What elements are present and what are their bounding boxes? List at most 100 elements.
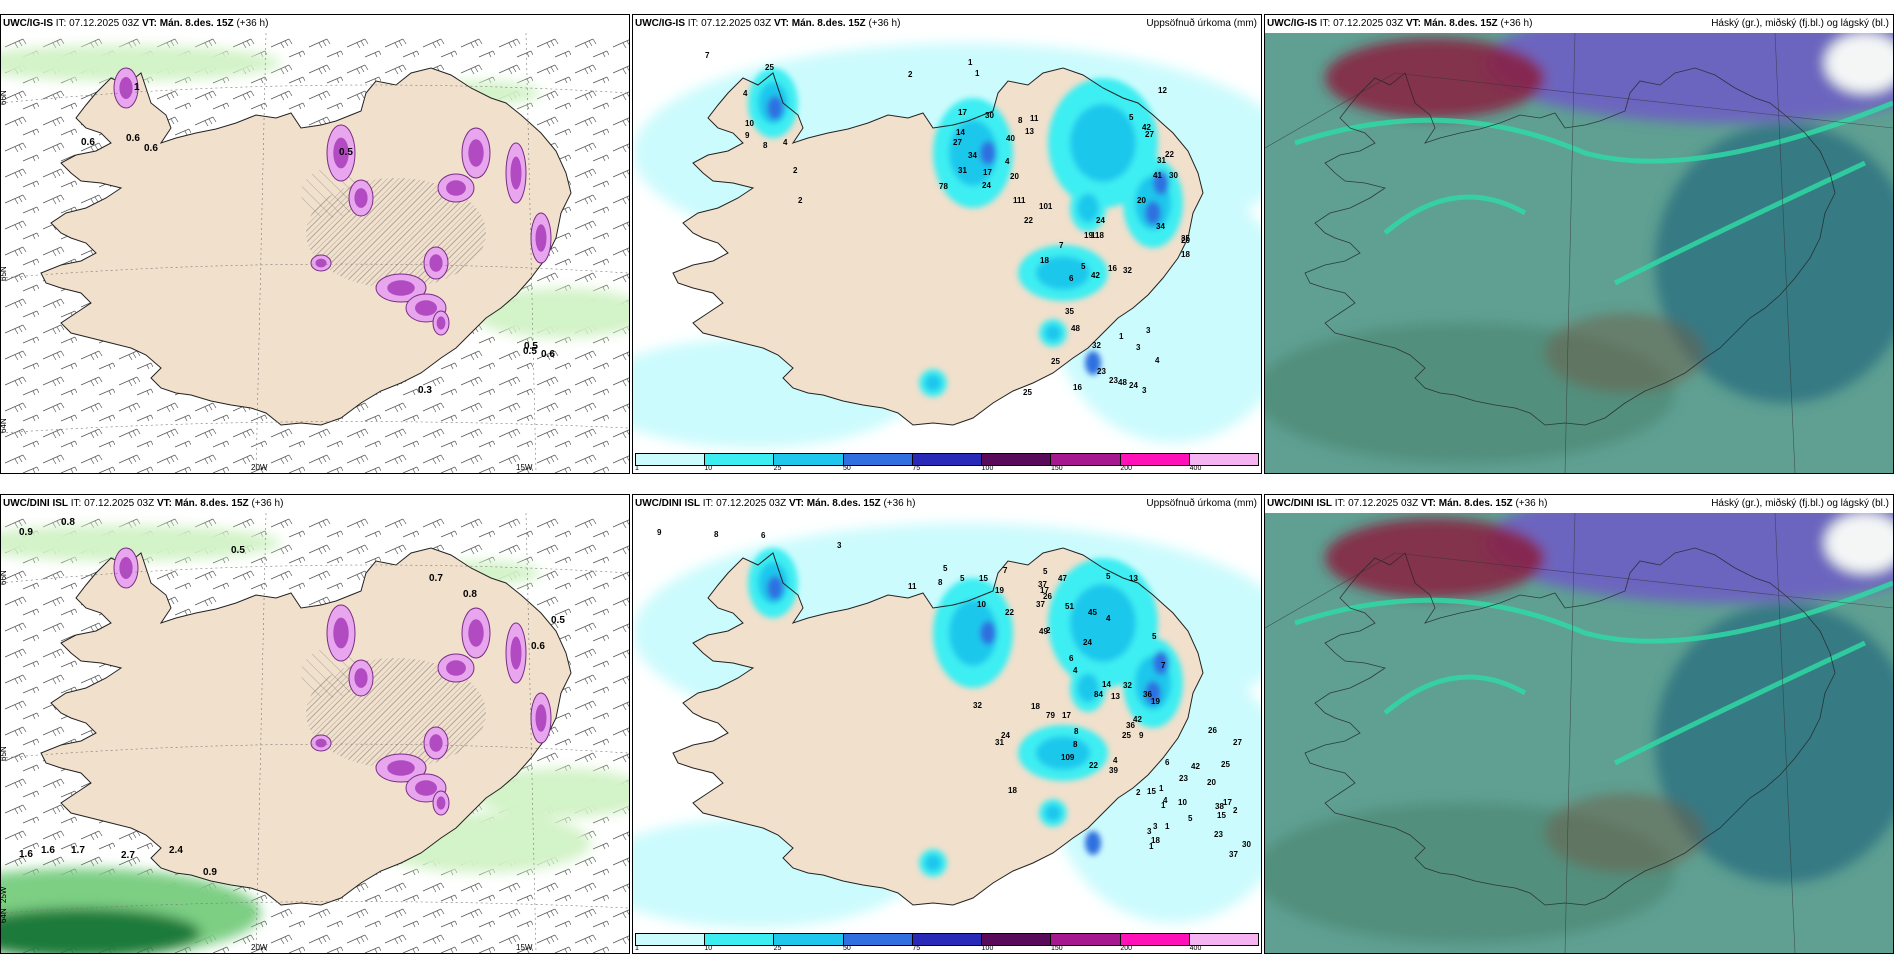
precip-value: 3 bbox=[1147, 827, 1152, 836]
precip-value: 31 bbox=[995, 738, 1004, 747]
precip-value: 24 bbox=[1096, 216, 1105, 225]
precip-value: 1 bbox=[1119, 332, 1124, 341]
value-label: 0.3 bbox=[418, 385, 432, 396]
precip-value: 35 bbox=[1181, 234, 1190, 243]
hatched-area bbox=[301, 648, 361, 698]
colorbar-tick: 75 bbox=[912, 945, 921, 952]
precip-value: 32 bbox=[1092, 341, 1101, 350]
precip-value: 37 bbox=[1036, 600, 1045, 609]
colorbar-swatch bbox=[1189, 454, 1258, 465]
precip-value: 30 bbox=[1169, 171, 1178, 180]
model-source: UWC/DINI ISL bbox=[3, 498, 68, 509]
value-label: 1.6 bbox=[19, 849, 33, 860]
precip-value: 2 bbox=[908, 70, 913, 79]
colorbar-swatch bbox=[1051, 454, 1121, 465]
precip-value: 118 bbox=[1091, 231, 1104, 240]
precip-value: 18 bbox=[1151, 836, 1160, 845]
panel-header: UWC/DINI ISL IT: 07.12.2025 03Z VT: Mán.… bbox=[1265, 495, 1893, 513]
precip-value: 5 bbox=[1129, 113, 1134, 122]
field-title: Háský (gr.), miðský (fj.bl.) og lágský (… bbox=[1711, 18, 1889, 29]
precip-colorbar: 1 10 25 50 75 100 150 200 400 bbox=[635, 933, 1259, 952]
field-title: Háský (gr.), miðský (fj.bl.) og lágský (… bbox=[1711, 498, 1889, 509]
precip-value: 25 bbox=[765, 63, 774, 72]
precip-value: 30 bbox=[1242, 840, 1251, 849]
precip-value: 17 bbox=[983, 168, 992, 177]
valid-time: Mán. 8.des. 15Z bbox=[791, 18, 866, 29]
valid-time-label: VT: bbox=[773, 18, 789, 29]
lead-time: (+36 h) bbox=[236, 18, 269, 29]
colorbar-ticks: 1 10 25 50 75 100 150 200 400 bbox=[635, 465, 1259, 473]
init-time-label: IT: bbox=[1334, 498, 1346, 509]
precip-value: 2 bbox=[798, 196, 803, 205]
colorbar-tick: 50 bbox=[843, 465, 851, 472]
cloud-layers bbox=[1265, 495, 1893, 943]
graticule bbox=[1, 32, 629, 473]
precip-value: 47 bbox=[1058, 574, 1067, 583]
coastline bbox=[1304, 67, 1836, 426]
precip-value: 31 bbox=[1157, 156, 1166, 165]
precip-value: 18 bbox=[1181, 250, 1190, 259]
init-time: 07.12.2025 03Z bbox=[1348, 498, 1419, 509]
init-time: 07.12.2025 03Z bbox=[1333, 18, 1404, 29]
graticule bbox=[1265, 32, 1893, 473]
precip-value: 3 bbox=[1136, 343, 1141, 352]
graticule bbox=[1265, 512, 1893, 953]
cloud-fronts bbox=[1294, 100, 1893, 286]
init-time: 07.12.2025 03Z bbox=[69, 18, 140, 29]
precip-value: 3 bbox=[837, 541, 842, 550]
precip-value: 23 bbox=[1109, 376, 1118, 385]
valid-time: Mán. 8.des. 15Z bbox=[1423, 18, 1498, 29]
map-area: 9 8 6 3 5 7 5 8 5 15 19 11 47 37 5 13 10 17 22 26 51 45 4 49 37 2… bbox=[633, 513, 1261, 953]
axis-label: 64N bbox=[1, 908, 8, 923]
precip-value: 7 bbox=[705, 51, 710, 60]
precip-value: 45 bbox=[1088, 608, 1097, 617]
precip-value: 4 bbox=[1005, 157, 1010, 166]
precip-value: 5 bbox=[943, 564, 948, 573]
precip-value: 2 bbox=[793, 166, 798, 175]
value-label: 0.5 bbox=[551, 615, 565, 626]
precip-value: 22 bbox=[1024, 216, 1033, 225]
precip-value: 27 bbox=[1145, 130, 1154, 139]
init-time: 07.12.2025 03Z bbox=[701, 18, 772, 29]
precip-value: 23 bbox=[1214, 830, 1223, 839]
axis-label: 25W bbox=[1, 886, 8, 903]
precip-value: 23 bbox=[1097, 367, 1106, 376]
precip-value: 31 bbox=[958, 166, 967, 175]
value-label: 0.6 bbox=[144, 143, 158, 154]
precip-value: 10 bbox=[745, 119, 754, 128]
init-time: 07.12.2025 03Z bbox=[716, 498, 787, 509]
precip-value: 4 bbox=[783, 138, 788, 147]
precip-value: 37 bbox=[1229, 850, 1238, 859]
precip-value: 15 bbox=[1217, 811, 1226, 820]
cloud-fronts bbox=[1294, 580, 1893, 766]
precip-value: 4 bbox=[1155, 356, 1160, 365]
lead-time: (+36 h) bbox=[251, 498, 284, 509]
precip-value: 3 bbox=[1146, 326, 1151, 335]
precip-value: 26 bbox=[1208, 726, 1217, 735]
colorbar-swatch bbox=[843, 934, 913, 945]
precip-value: 1 bbox=[975, 69, 980, 78]
precip-value: 1 bbox=[1165, 822, 1170, 831]
precip-value: 5 bbox=[1106, 572, 1111, 581]
precip-value: 9 bbox=[745, 131, 750, 140]
precip-value: 38 bbox=[1215, 802, 1224, 811]
precip-value: 6 bbox=[1069, 654, 1074, 663]
precip-value: 20 bbox=[1181, 236, 1190, 245]
valid-time-label: VT: bbox=[1420, 498, 1436, 509]
precip-value: 48 bbox=[1118, 378, 1127, 387]
precip-value: 14 bbox=[956, 128, 965, 137]
map-panel: UWC/DINI ISL IT: 07.12.2025 03Z VT: Mán.… bbox=[1264, 494, 1894, 954]
precip-value: 24 bbox=[982, 181, 991, 190]
precip-value: 4 bbox=[1073, 666, 1078, 675]
panel-header: UWC/IG-IS IT: 07.12.2025 03Z VT: Mán. 8.… bbox=[633, 15, 1261, 33]
model-source: UWC/DINI ISL bbox=[1267, 498, 1332, 509]
axis-label: 65N bbox=[1, 266, 8, 281]
precip-value: 9 bbox=[657, 528, 662, 537]
precip-value: 10 bbox=[1178, 798, 1187, 807]
colorbar-tick: 200 bbox=[1120, 465, 1133, 472]
axis-label: 20W bbox=[251, 463, 268, 472]
model-source: UWC/IG-IS bbox=[3, 18, 53, 29]
precip-value: 30 bbox=[985, 111, 994, 120]
panel-header: UWC/DINI ISL IT: 07.12.2025 03Z VT: Mán.… bbox=[633, 495, 1261, 513]
